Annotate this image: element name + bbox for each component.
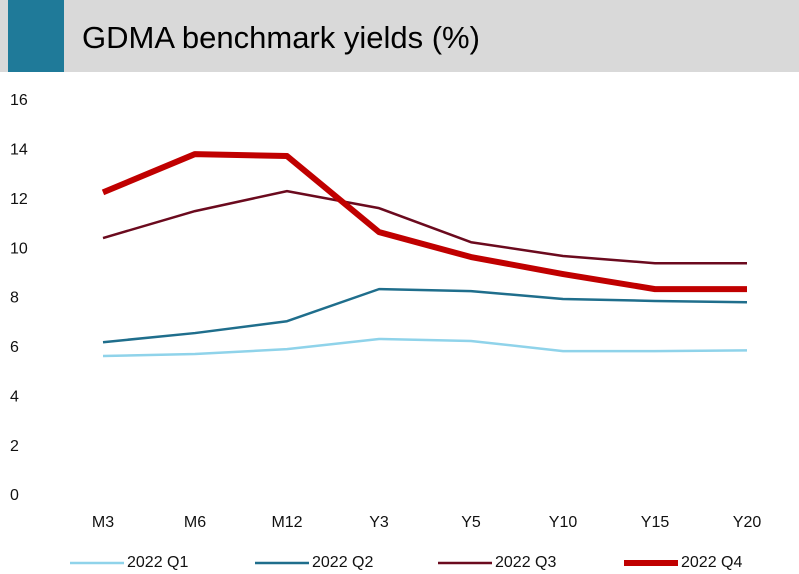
legend-label: 2022 Q3: [495, 554, 556, 571]
x-tick-label: Y20: [733, 514, 762, 531]
series-line: [102, 337, 748, 358]
x-tick-label: Y10: [549, 514, 578, 531]
x-tick-label: Y3: [369, 514, 389, 531]
y-tick-label: 12: [10, 191, 28, 208]
y-tick-label: 16: [10, 92, 28, 109]
series-line: [101, 151, 747, 293]
header-accent: [8, 0, 64, 72]
y-tick-label: 2: [10, 438, 19, 455]
x-tick-label: M3: [92, 514, 114, 531]
y-tick-label: 8: [10, 290, 19, 307]
legend-label: 2022 Q4: [681, 554, 742, 571]
series-line: [102, 189, 747, 265]
y-tick-label: 14: [10, 142, 28, 159]
y-tick-label: 6: [10, 339, 19, 356]
legend-label: 2022 Q1: [127, 554, 188, 571]
x-tick-label: Y15: [641, 514, 670, 531]
y-tick-label: 4: [10, 388, 19, 405]
y-tick-label: 0: [10, 487, 19, 504]
x-tick-label: Y5: [461, 514, 481, 531]
legend-label: 2022 Q2: [312, 554, 373, 571]
x-tick-label: M6: [184, 514, 206, 531]
series-line: [102, 287, 748, 344]
chart-title: GDMA benchmark yields (%): [82, 20, 480, 55]
y-tick-label: 10: [10, 240, 28, 257]
x-tick-label: M12: [271, 514, 302, 531]
header-band: [0, 0, 799, 72]
